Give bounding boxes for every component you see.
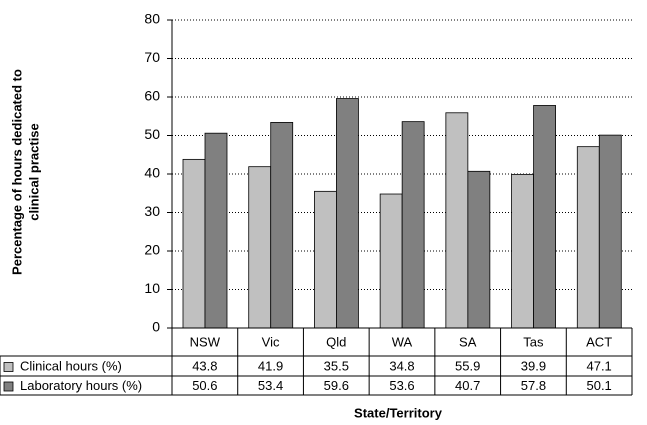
legend-swatch [3, 381, 14, 392]
table-value: 59.6 [324, 378, 349, 393]
x-tick-label: Vic [262, 334, 280, 349]
table-value: 57.8 [521, 378, 546, 393]
table-value: 50.1 [586, 378, 611, 393]
x-axis-title: State/Territory [354, 405, 443, 420]
y-axis-title: Percentage of hours dedicated to [9, 69, 24, 275]
legend-swatch [3, 362, 14, 372]
bar [401, 121, 425, 329]
y-tick-label: 40 [144, 165, 160, 181]
y-tick-label: 30 [144, 203, 160, 219]
y-axis-title: clinical practise [26, 123, 41, 221]
table-value: 53.6 [389, 378, 414, 393]
bar [379, 193, 403, 329]
bar [576, 146, 600, 329]
y-tick-label: 70 [144, 49, 160, 65]
bar [248, 166, 272, 329]
bar [336, 98, 359, 329]
table-value: 40.7 [455, 378, 480, 393]
table-value: 41.9 [258, 358, 283, 373]
bar [204, 132, 228, 329]
y-tick-label: 50 [144, 126, 160, 142]
bar [467, 170, 491, 329]
bar [598, 134, 622, 329]
y-tick-label: 10 [144, 280, 160, 296]
x-tick-label: NSW [190, 334, 221, 349]
legend-label: Clinical hours (%) [20, 358, 122, 373]
bar [533, 105, 556, 329]
bar [445, 112, 469, 329]
table-value: 43.8 [192, 358, 217, 373]
table-value: 34.8 [389, 358, 414, 373]
bar [182, 158, 206, 329]
table-value: 47.1 [586, 358, 611, 373]
bar [314, 190, 337, 329]
table-value: 55.9 [455, 358, 480, 373]
table-value: 35.5 [324, 358, 349, 373]
legend-label: Laboratory hours (%) [20, 378, 142, 393]
x-tick-label: ACT [586, 334, 612, 349]
table-value: 39.9 [521, 358, 546, 373]
x-tick-label: Tas [523, 334, 544, 349]
table-value: 50.6 [192, 378, 217, 393]
x-tick-label: WA [392, 334, 413, 349]
y-tick-label: 20 [144, 242, 160, 258]
y-tick-label: 60 [144, 88, 160, 104]
bar [270, 122, 294, 329]
y-tick-label: 0 [152, 319, 160, 335]
table-value: 53.4 [258, 378, 283, 393]
y-tick-label: 80 [144, 11, 160, 27]
x-tick-label: SA [459, 334, 477, 349]
bar [511, 173, 534, 329]
x-tick-label: Qld [326, 334, 346, 349]
